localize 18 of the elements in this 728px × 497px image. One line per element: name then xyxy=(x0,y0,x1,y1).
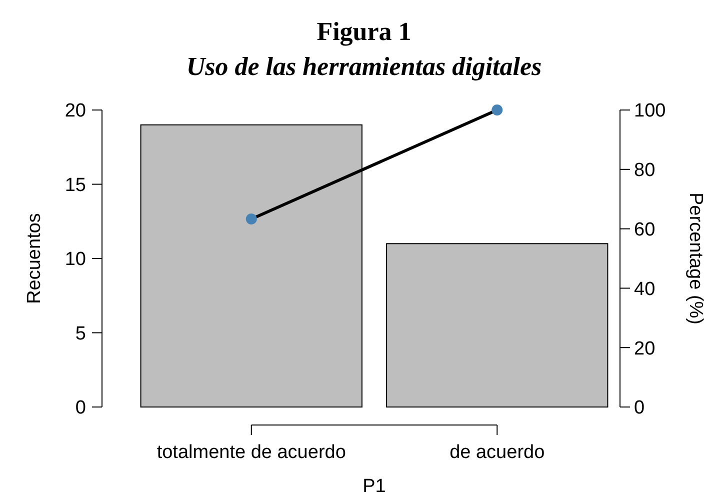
y2-axis-title: Percentage (%) xyxy=(685,192,706,325)
y-axis-title: Recuentos xyxy=(24,213,45,304)
y2-tick-label: 40 xyxy=(634,278,656,300)
y-tick-label: 15 xyxy=(64,174,86,196)
y2-tick-label: 100 xyxy=(634,100,666,122)
y2-tick-label: 80 xyxy=(634,160,656,182)
x-axis-title: P1 xyxy=(362,476,386,497)
x-tick-label: totalmente de acuerdo xyxy=(156,442,346,463)
chart-subtitle: Uso de las herramientas digitales xyxy=(186,52,542,81)
y-tick-label: 5 xyxy=(75,323,86,344)
y2-tick-label: 0 xyxy=(634,398,645,419)
y-tick-label: 20 xyxy=(64,100,86,122)
y-tick-label: 10 xyxy=(64,249,86,270)
y-tick-label: 0 xyxy=(75,398,86,419)
x-tick-label: de acuerdo xyxy=(450,442,545,463)
y2-tick-label: 20 xyxy=(634,338,656,360)
chart-title: Figura 1 xyxy=(316,17,412,46)
y2-tick-label: 60 xyxy=(634,219,656,240)
